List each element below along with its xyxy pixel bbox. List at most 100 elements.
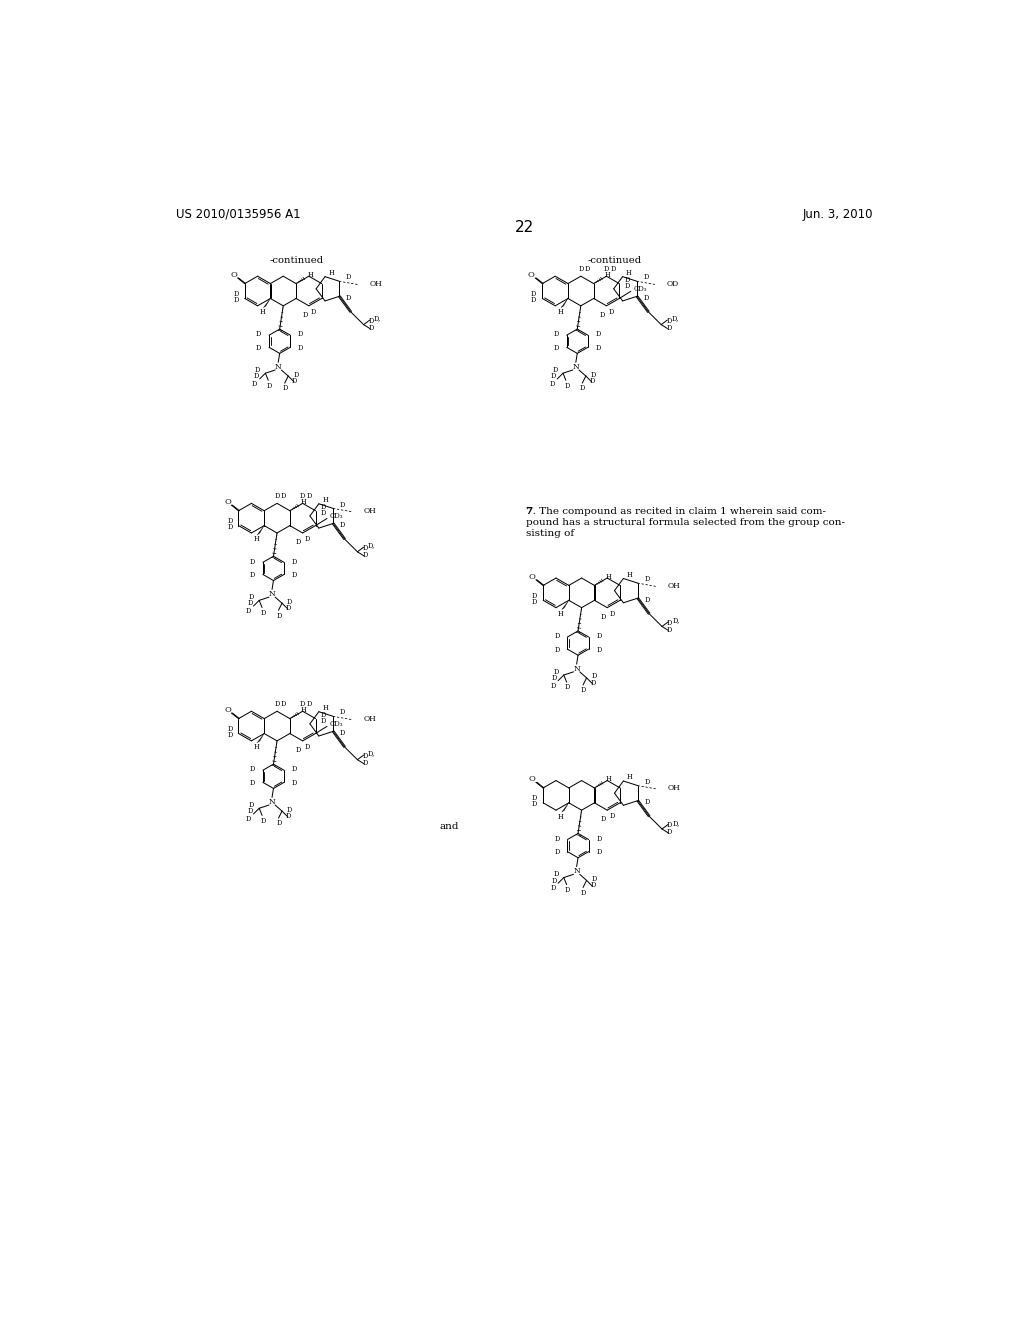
- Text: O: O: [224, 498, 231, 506]
- Text: D: D: [300, 700, 305, 708]
- Text: D: D: [596, 645, 602, 653]
- Text: D: D: [608, 308, 613, 315]
- Text: 7. The compound as recited in claim 1 wherein said com-: 7. The compound as recited in claim 1 wh…: [525, 507, 825, 516]
- Text: D: D: [596, 849, 602, 857]
- Text: D: D: [256, 345, 261, 352]
- Text: D: D: [255, 366, 260, 374]
- Text: D: D: [293, 371, 299, 379]
- Text: D: D: [250, 766, 255, 774]
- Text: D: D: [369, 317, 374, 325]
- Polygon shape: [263, 298, 270, 308]
- Text: D: D: [304, 535, 310, 543]
- Text: O: O: [224, 706, 231, 714]
- Text: D: D: [550, 682, 556, 690]
- Text: D: D: [302, 312, 307, 319]
- Text: D: D: [281, 491, 286, 500]
- Text: D: D: [644, 273, 649, 281]
- Text: D: D: [550, 380, 555, 388]
- Text: D: D: [292, 766, 297, 774]
- Text: D: D: [667, 626, 673, 634]
- Text: D: D: [340, 729, 345, 737]
- Text: D: D: [625, 282, 630, 290]
- Text: D: D: [250, 572, 255, 579]
- Text: D: D: [296, 746, 301, 754]
- Text: D: D: [249, 593, 254, 602]
- Text: D: D: [346, 273, 351, 281]
- Text: D: D: [298, 330, 303, 338]
- Text: H: H: [557, 309, 563, 317]
- Text: CD₃: CD₃: [330, 512, 343, 520]
- Text: H: H: [307, 271, 313, 279]
- Text: D: D: [596, 834, 602, 842]
- Text: N: N: [573, 665, 580, 673]
- Text: D: D: [247, 808, 253, 816]
- Polygon shape: [562, 803, 568, 812]
- Text: D: D: [292, 572, 297, 579]
- Text: D: D: [252, 380, 257, 388]
- Text: D: D: [253, 372, 259, 380]
- Text: D: D: [579, 264, 584, 272]
- Text: D: D: [340, 500, 345, 508]
- Polygon shape: [257, 525, 264, 535]
- Text: D: D: [550, 884, 556, 892]
- Text: D: D: [600, 312, 605, 319]
- Text: D: D: [250, 557, 255, 565]
- Text: O: O: [527, 271, 535, 279]
- Polygon shape: [562, 601, 568, 610]
- Text: D: D: [609, 812, 614, 820]
- Text: D: D: [287, 598, 293, 606]
- Text: O: O: [230, 271, 238, 279]
- Text: OH: OH: [370, 280, 382, 288]
- Text: H: H: [605, 573, 611, 581]
- Text: H: H: [627, 774, 633, 781]
- Text: D: D: [346, 294, 351, 302]
- Text: sisting of: sisting of: [525, 529, 573, 537]
- Text: H: H: [605, 271, 610, 279]
- Text: D: D: [590, 678, 596, 686]
- Text: D: D: [552, 876, 557, 884]
- Text: -continued: -continued: [270, 256, 324, 265]
- Text: H: H: [301, 706, 307, 714]
- Text: O: O: [528, 573, 536, 581]
- Text: D: D: [644, 576, 650, 583]
- Text: D: D: [227, 731, 232, 739]
- Text: D: D: [565, 886, 570, 894]
- Text: D: D: [286, 812, 291, 820]
- Text: D,: D,: [673, 616, 680, 624]
- Text: H: H: [558, 813, 564, 821]
- Text: D: D: [266, 381, 272, 389]
- Text: D: D: [564, 381, 569, 389]
- Text: H: H: [254, 536, 259, 544]
- Text: D,: D,: [368, 541, 375, 549]
- Text: D: D: [298, 345, 303, 352]
- Text: D: D: [553, 366, 558, 374]
- Text: D: D: [260, 817, 266, 825]
- Text: D: D: [227, 523, 232, 531]
- Text: D: D: [565, 684, 570, 692]
- Text: D: D: [591, 371, 596, 379]
- Text: D: D: [554, 645, 560, 653]
- Text: OH: OH: [364, 715, 376, 723]
- Text: D,: D,: [673, 818, 680, 826]
- Text: D: D: [250, 779, 255, 787]
- Text: D: D: [667, 828, 673, 836]
- Text: D: D: [362, 544, 368, 552]
- Text: D: D: [287, 805, 293, 813]
- Text: D: D: [667, 317, 672, 325]
- Text: D: D: [531, 591, 538, 599]
- Text: N: N: [572, 363, 580, 371]
- Text: D: D: [283, 384, 288, 392]
- Text: D: D: [340, 521, 345, 529]
- Text: OH: OH: [364, 507, 376, 515]
- Text: D: D: [281, 700, 286, 708]
- Text: D: D: [246, 814, 251, 824]
- Text: OH: OH: [668, 784, 681, 792]
- Text: D,: D,: [368, 750, 375, 758]
- Text: D: D: [580, 384, 586, 392]
- Text: D: D: [362, 550, 368, 558]
- Text: N: N: [268, 799, 275, 807]
- Text: D: D: [592, 672, 597, 680]
- Text: D: D: [233, 296, 239, 304]
- Text: and: and: [439, 822, 459, 832]
- Text: D: D: [552, 675, 557, 682]
